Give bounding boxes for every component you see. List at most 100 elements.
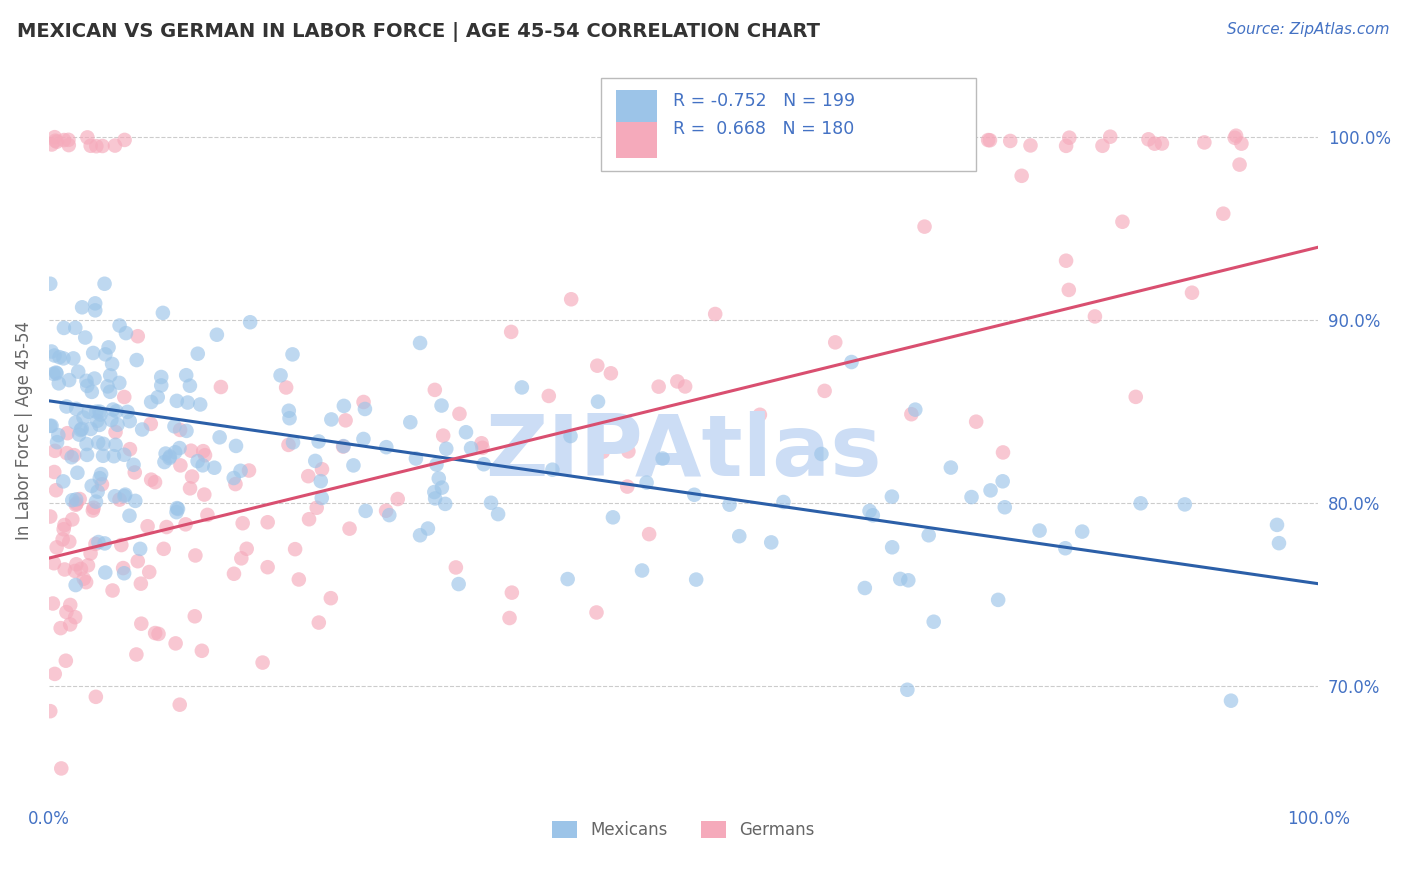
Point — [298, 512, 321, 526]
Point — [174, 517, 197, 532]
Point — [987, 593, 1010, 607]
Point — [45, 541, 67, 555]
Point — [256, 560, 278, 574]
Point — [83, 500, 105, 515]
Point — [112, 566, 135, 581]
Point — [1084, 310, 1107, 324]
Point — [709, 136, 731, 151]
Point — [97, 379, 120, 393]
Point — [101, 357, 124, 371]
Point — [163, 419, 186, 434]
Point — [73, 572, 96, 586]
Point — [157, 451, 180, 466]
Point — [498, 611, 520, 625]
Point — [114, 133, 136, 147]
Point — [166, 505, 188, 519]
Point — [1223, 131, 1246, 145]
Point — [222, 471, 245, 485]
Point — [416, 522, 439, 536]
Point — [93, 437, 115, 451]
Point — [994, 500, 1017, 515]
Point — [1054, 139, 1077, 153]
Point — [191, 444, 214, 458]
Point — [256, 515, 278, 529]
Point — [129, 576, 152, 591]
Point — [56, 446, 79, 460]
Point — [87, 435, 110, 450]
Point — [434, 497, 457, 511]
Point — [146, 390, 169, 404]
Point — [281, 435, 304, 450]
Point — [939, 460, 962, 475]
Point — [423, 485, 446, 500]
Point — [79, 546, 101, 560]
Point — [84, 690, 107, 704]
Point — [202, 460, 225, 475]
Point — [58, 373, 80, 387]
Point — [225, 439, 247, 453]
Point — [434, 442, 457, 456]
Point — [58, 138, 80, 153]
Point — [65, 416, 87, 430]
Point — [49, 621, 72, 635]
Point — [378, 508, 401, 522]
Point — [169, 441, 191, 455]
Point — [824, 335, 846, 350]
Point — [354, 504, 377, 518]
Point — [813, 384, 835, 398]
Point — [1091, 138, 1114, 153]
Point — [222, 566, 245, 581]
Point — [311, 491, 333, 505]
Point — [55, 654, 77, 668]
Point — [115, 326, 138, 340]
Point — [87, 535, 110, 549]
Point — [89, 471, 111, 485]
Text: R =  0.668   N = 180: R = 0.668 N = 180 — [673, 120, 855, 137]
Point — [432, 428, 454, 442]
Point — [60, 493, 83, 508]
Point — [184, 549, 207, 563]
Point — [44, 666, 66, 681]
Point — [136, 519, 159, 533]
Point — [94, 566, 117, 580]
Point — [193, 487, 215, 501]
Point — [176, 395, 198, 409]
Point — [427, 471, 450, 485]
Point — [409, 528, 432, 542]
Point — [194, 448, 217, 462]
Point — [166, 501, 188, 516]
Point — [75, 575, 97, 590]
Point — [651, 451, 673, 466]
Point — [82, 346, 104, 360]
Point — [311, 462, 333, 476]
Point — [479, 496, 502, 510]
Point — [205, 327, 228, 342]
Point — [810, 447, 832, 461]
Point — [53, 562, 76, 576]
Point — [104, 438, 127, 452]
Point — [75, 374, 97, 388]
Point — [63, 610, 86, 624]
Point — [319, 591, 342, 606]
Point — [685, 573, 707, 587]
Point — [229, 464, 252, 478]
Point — [309, 474, 332, 488]
Point — [65, 401, 87, 416]
Point — [112, 561, 135, 575]
Point — [197, 508, 219, 522]
Point — [65, 496, 87, 510]
Point — [181, 469, 204, 483]
Point — [80, 384, 103, 399]
Point — [66, 466, 89, 480]
Point — [187, 347, 209, 361]
Point — [84, 537, 107, 551]
Point — [55, 400, 77, 414]
Point — [501, 325, 523, 339]
Point — [430, 399, 453, 413]
Text: R = -0.752   N = 199: R = -0.752 N = 199 — [673, 92, 856, 110]
Point — [98, 368, 121, 383]
Point — [84, 494, 107, 508]
Point — [131, 422, 153, 436]
Point — [77, 558, 100, 573]
Point — [1125, 390, 1147, 404]
